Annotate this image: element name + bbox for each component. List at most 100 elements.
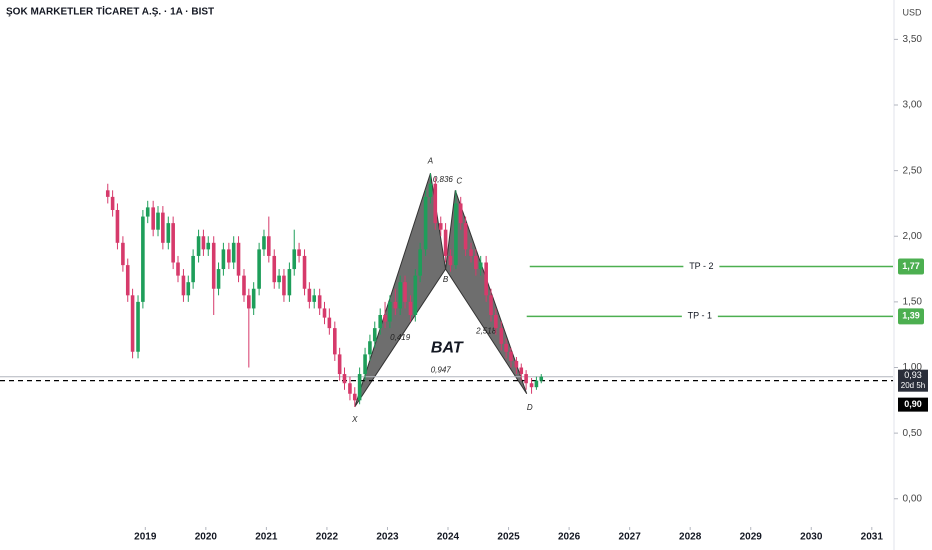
candle-body: [418, 249, 422, 276]
price-line-box: [898, 397, 928, 412]
candle-body: [166, 223, 171, 243]
last-price-label: 0,93: [904, 370, 922, 380]
pattern-point-label: B: [443, 275, 449, 284]
tp-label-bg: [681, 310, 718, 323]
candle-body: [494, 315, 498, 329]
candle-body: [201, 236, 206, 250]
candle-body: [136, 301, 140, 352]
y-tick-label: 3,50: [903, 34, 923, 45]
x-tick-label: 2026: [558, 532, 581, 543]
candle-body: [534, 380, 539, 388]
pattern-point-label: D: [527, 403, 533, 412]
y-tick-label: 3,00: [903, 100, 923, 111]
x-tick-label: 2022: [316, 532, 339, 543]
candle-body: [454, 203, 458, 266]
candle-body: [231, 242, 236, 263]
candle-body: [302, 255, 307, 289]
candle-body: [428, 183, 433, 197]
tp-price-box: [898, 258, 924, 275]
tp-label-bg: [683, 260, 720, 273]
candle-body: [110, 196, 115, 210]
x-tick-label: 2028: [679, 532, 702, 543]
candle-body: [307, 288, 312, 302]
x-tick-label: 2021: [255, 532, 278, 543]
candle-body: [484, 262, 488, 296]
candle-body: [216, 269, 221, 289]
y-tick-label: 0,00: [903, 493, 923, 504]
last-price-box: [898, 369, 928, 392]
candle-body: [171, 223, 175, 263]
x-tick-label: 2024: [437, 532, 460, 543]
pattern-ratio: 0,836: [433, 175, 454, 184]
candle-body: [242, 275, 246, 296]
pattern-ratio: 2,518: [475, 327, 497, 336]
candle-body: [448, 255, 453, 266]
candle-body: [469, 249, 473, 256]
pattern-ratio: 0,947: [431, 365, 452, 374]
x-tick-label: 2023: [376, 532, 399, 543]
candle-body: [156, 212, 160, 230]
candle-body: [121, 242, 125, 266]
x-tick-label: 2025: [497, 532, 520, 543]
candle-body: [352, 393, 357, 401]
candle-body: [247, 295, 251, 309]
candle-body: [514, 360, 519, 368]
x-tick-label: 2029: [740, 532, 763, 543]
candle-body: [529, 383, 534, 388]
candle-body: [297, 249, 301, 256]
candle-body: [206, 242, 211, 250]
y-tick-label: 0,50: [903, 428, 923, 439]
candle-body: [413, 275, 418, 315]
x-tick-label: 2031: [861, 532, 884, 543]
candle-body: [332, 328, 337, 355]
candle-body: [277, 275, 281, 283]
candle-body: [423, 196, 428, 250]
candle-body: [433, 183, 438, 224]
candle-body: [130, 295, 135, 352]
pattern-ratio: 0,419: [390, 333, 411, 342]
tp-price-label: 1,39: [902, 311, 920, 321]
x-tick-label: 2019: [134, 532, 157, 543]
candle-body: [348, 383, 352, 394]
chart-title: ŞOK MARKETLER TİCARET A.Ş. · 1A · BIST: [6, 5, 214, 18]
candle-body: [443, 229, 448, 256]
candle-body: [257, 249, 261, 289]
price-line-label: 0,90: [904, 399, 922, 409]
candle-body: [236, 242, 241, 276]
candle-body: [458, 203, 463, 224]
candle-body: [312, 295, 317, 302]
candle-body: [383, 315, 387, 322]
pattern-point-label: A: [427, 156, 433, 165]
y-tick-label: 1,00: [903, 362, 923, 373]
candle-body: [227, 249, 231, 263]
countdown: 20d 5h: [901, 381, 925, 390]
candle-body: [191, 255, 195, 283]
candle-body: [317, 295, 322, 309]
candle-body: [403, 282, 407, 302]
candle-body: [504, 343, 508, 352]
candle-body: [524, 374, 528, 384]
pattern-point-label: X: [351, 415, 358, 424]
candle-body: [221, 249, 226, 270]
x-tick-label: 2020: [195, 532, 218, 543]
candle-body: [161, 212, 165, 243]
candle-body: [337, 354, 342, 375]
pattern-point-label: C: [456, 176, 462, 185]
candle-body: [372, 328, 377, 342]
candle-body: [509, 351, 513, 361]
x-tick-label: 2027: [619, 532, 642, 543]
tp-price-box: [898, 308, 924, 325]
y-tick-label: 2,00: [903, 231, 923, 242]
candle-body: [141, 216, 145, 302]
candle-body: [181, 275, 186, 296]
y-tick-label: 1,50: [903, 297, 923, 308]
candle-body: [105, 190, 110, 197]
tp-price-label: 1,77: [902, 261, 920, 271]
x-tick-label: 2030: [800, 532, 823, 543]
candle-body: [478, 262, 483, 270]
candle-body: [489, 295, 493, 315]
candle-body: [186, 282, 191, 296]
y-tick-label: 2,50: [903, 165, 923, 176]
candle-body: [519, 367, 524, 375]
